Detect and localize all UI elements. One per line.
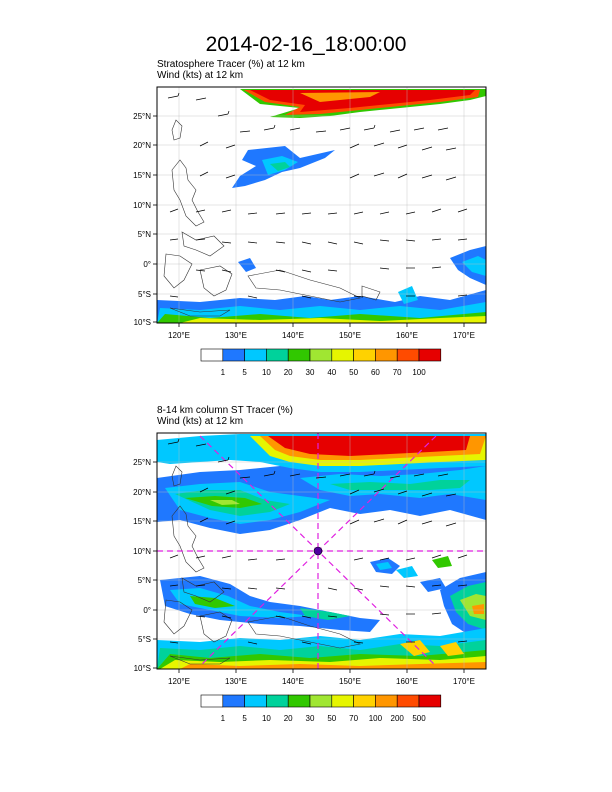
panel1-lon-labels: 120°E 130°E 140°E 150°E 160°E 170°E	[168, 331, 475, 340]
panel2-colorbar-box	[200, 694, 224, 708]
panel2-lat-label: 5°N	[138, 576, 152, 585]
panel2-lat-label: 15°N	[133, 517, 151, 526]
panel2-wind-title: Wind (kts) at 12 km	[157, 416, 244, 427]
panel1-lat-label: 5°N	[138, 230, 152, 239]
panel1-colorbar-box	[287, 348, 311, 362]
panel1-colorbar-label: 70	[393, 368, 402, 377]
panel2-field-title: 8-14 km column ST Tracer (%)	[157, 405, 293, 416]
panel1-colorbar-label: 1	[221, 368, 226, 377]
panel2-lat-labels: 25°N 20°N 15°N 10°N 5°N 0° 5°S 10°S	[133, 458, 151, 673]
panel2-colorbar-box	[396, 694, 420, 708]
panel2-colorbar-box	[418, 694, 442, 708]
panel1-colorbar-box	[200, 348, 224, 362]
panel1-lon-label: 150°E	[339, 331, 361, 340]
panel2-colorbar-box	[331, 694, 354, 708]
panel1-field-title: Stratosphere Tracer (%) at 12 km	[157, 59, 305, 70]
panel1-colorbar-box	[353, 348, 376, 362]
panel2-lat-label: 25°N	[133, 458, 151, 467]
panel2-colorbar-box	[353, 694, 376, 708]
panel1-lat-label: 0°	[143, 260, 151, 269]
panel2-lon-label: 150°E	[339, 677, 361, 686]
panel1-colorbar-box	[418, 348, 442, 362]
panel1-colorbar-box	[244, 348, 267, 362]
panel2-colorbar-box	[375, 694, 398, 708]
panel1-wind-title: Wind (kts) at 12 km	[157, 70, 244, 81]
panel1-lat-labels: 25°N 20°N 15°N 10°N 5°N 0° 5°S 10°S	[133, 112, 151, 327]
panel1-lon-label: 140°E	[282, 331, 304, 340]
panel1-colorbar-label: 40	[327, 368, 336, 377]
panel1-lon-label: 120°E	[168, 331, 190, 340]
panel1-colorbar-label: 5	[242, 368, 247, 377]
panel2-colorbar-box	[222, 694, 245, 708]
panel2-lon-label: 160°E	[396, 677, 418, 686]
panel2-colorbar-label: 50	[327, 714, 336, 723]
panel1-lon-label: 130°E	[225, 331, 247, 340]
panel2-colorbar-label: 5	[242, 714, 247, 723]
panel1-lat-label: 15°N	[133, 171, 151, 180]
panel1-map: 25°N 20°N 15°N 10°N 5°N 0° 5°S 10°S 120°…	[133, 86, 487, 340]
panel2-lat-label: 10°N	[133, 547, 151, 556]
panel2-colorbar-box	[287, 694, 311, 708]
panel1-colorbar-label: 50	[349, 368, 358, 377]
panel1-lat-label: 5°S	[138, 290, 151, 299]
panel1-colorbar-box	[309, 348, 333, 362]
panel2-colorbar-label: 100	[369, 714, 383, 723]
panel2-colorbar-box	[244, 694, 267, 708]
panel2-lat-label: 20°N	[133, 488, 151, 497]
panel1-colorbar-label: 30	[306, 368, 315, 377]
panel2-lat-label: 10°S	[134, 664, 151, 673]
panel2-colorbar-label: 70	[349, 714, 358, 723]
panel2-lon-label: 170°E	[453, 677, 475, 686]
panel1-colorbar-box	[331, 348, 354, 362]
panel2-colorbar-label: 20	[284, 714, 293, 723]
panel1-colorbar-label: 10	[262, 368, 271, 377]
panel1-colorbar-label: 20	[284, 368, 293, 377]
panel2-colorbar-label: 1	[221, 714, 226, 723]
panel1-lat-label: 20°N	[133, 141, 151, 150]
storm-center-marker	[313, 546, 323, 556]
panel2-colorbar-label: 30	[306, 714, 315, 723]
panel1-colorbar-box	[266, 348, 289, 362]
panel2-colorbar-label: 500	[412, 714, 426, 723]
panel1-lat-label: 10°N	[133, 201, 151, 210]
panel1-colorbar-box	[396, 348, 420, 362]
panel2-axis-ticks	[153, 461, 465, 673]
panel2-wind-barbs	[167, 438, 468, 645]
panel1-colorbar-label: 60	[371, 368, 380, 377]
panel1-colorbar-box	[222, 348, 245, 362]
panel2-colorbar: 1 5 10 20 30 50 70 100 200 500	[200, 694, 442, 723]
panel1-colorbar: 1 5 10 20 30 40 50 60 70 100	[200, 348, 442, 377]
panel1-colorbar-label: 100	[412, 368, 426, 377]
panel2-lat-label: 5°S	[138, 635, 151, 644]
panel2-colorbar-box	[309, 694, 333, 708]
panel2-colorbar-label: 200	[391, 714, 405, 723]
panel2-lon-label: 130°E	[225, 677, 247, 686]
panel2-tracer-shading	[157, 434, 486, 669]
panel2-lat-label: 0°	[143, 606, 151, 615]
panel1-lon-label: 170°E	[453, 331, 475, 340]
panel2-lon-label: 140°E	[282, 677, 304, 686]
panel2-map: 25°N 20°N 15°N 10°N 5°N 0° 5°S 10°S 120°…	[133, 432, 487, 686]
panel2-lon-labels: 120°E 130°E 140°E 150°E 160°E 170°E	[168, 677, 475, 686]
panel1-tracer-shading	[157, 89, 486, 323]
panel1-wind-barbs	[167, 92, 468, 299]
panel1-colorbar-box	[375, 348, 398, 362]
panel2-colorbar-box	[266, 694, 289, 708]
panel1-axis-ticks	[153, 115, 465, 327]
panel1-lon-label: 160°E	[396, 331, 418, 340]
panel1-lat-label: 25°N	[133, 112, 151, 121]
figure-title: 2014-02-16_18:00:00	[205, 33, 407, 56]
panel2-lon-label: 120°E	[168, 677, 190, 686]
panel1-lat-label: 10°S	[134, 318, 151, 327]
panel2-colorbar-label: 10	[262, 714, 271, 723]
